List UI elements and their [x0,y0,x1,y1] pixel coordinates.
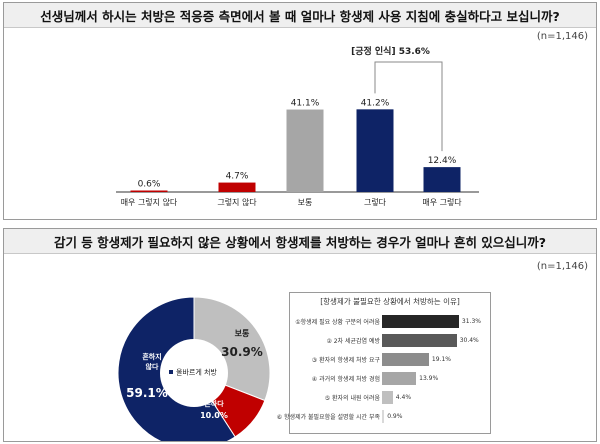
category-label-3: 보통 [298,198,313,207]
slice-name-label-3-line2: 않다 [146,362,159,371]
category-label-4: 그렇다 [364,197,387,207]
reason-row-6: ⑥ 항생제가 불필요함을 설명할 시간 부족 0.9% [277,410,490,423]
reason-row-2: ② 2차 세균감염 예방 30.4% [290,334,490,347]
survey-panel-2: 감기 등 항생제가 필요하지 않은 상황에서 항생제를 처방하는 경우가 얼마나… [3,228,597,442]
sample-size-2: (n=1,146) [536,261,588,272]
reason-bar-5 [382,391,393,404]
bar-1 [130,190,168,192]
category-label-5: 매우 그렇다 [422,197,462,207]
question-2-title: 감기 등 항생제가 필요하지 않은 상황에서 항생제를 처방하는 경우가 얼마나… [4,229,596,254]
reasons-title: [항생제가 불필요한 상황에서 처방하는 이유] [320,297,460,306]
reason-value-4: 13.9% [419,375,439,382]
reason-value-5: 4.4% [395,394,412,401]
reason-bar-6 [382,410,385,423]
reason-bar-1 [382,315,459,328]
category-label-1: 매우 그렇지 않다 [121,197,178,207]
slice-name-label-1: 보통 [235,328,250,338]
reason-value-3: 19.1% [431,356,451,363]
bar-value-label-1: 0.6% [138,180,161,190]
reason-value-1: 31.3% [461,318,481,325]
bar-3 [286,109,324,192]
positive-annotation: [긍정 인식] 53.6% [351,45,430,57]
guideline-adherence-bar-chart: 0.6% 매우 그렇지 않다 4.7% 그렇지 않다 41.1% 보통 41.2% 그렇다 12… [116,45,479,207]
bar-value-label-5: 12.4% [428,156,457,166]
reason-bar-2 [382,334,457,347]
reason-label-1: ①항생제 필요 상황 구분의 어려움 [295,319,380,326]
reason-row-5: ⑤ 환자의 내원 어려움 4.4% [290,391,490,404]
reason-bar-3 [382,353,429,366]
slice-value-label-2: 10.0% [200,411,228,420]
reason-value-6: 0.9% [387,413,403,420]
reason-label-4: ④ 과거의 항생제 처방 경험 [311,376,380,383]
reason-label-5: ⑤ 환자의 내원 어려움 [324,395,380,402]
reason-row-1: ①항생제 필요 상황 구분의 어려움 31.3% [290,315,490,328]
survey-panel-1: 선생님께서 하시는 처방은 적응증 측면에서 볼 때 얼마나 항생제 사용 지침… [3,2,597,220]
reason-row-3: ③ 환자의 항생제 처방 요구 19.1% [290,353,490,366]
slice-value-label-1: 30.9% [221,345,263,359]
bar-value-label-3: 41.1% [291,99,320,109]
positive-bracket [374,61,443,152]
reason-label-2: ② 2차 세균감염 예방 [326,338,380,345]
reason-value-2: 30.4% [459,337,479,344]
slice-value-label-3: 59.1% [126,386,168,400]
bar-2 [218,182,256,192]
donut-hole [160,339,228,407]
reason-bar-4 [382,372,417,385]
reasons-box: [항생제가 불필요한 상황에서 처방하는 이유] ①항생제 필요 상황 구분의 … [277,292,491,434]
prescription-frequency-pie-chart: 올바르게 처방 보통 30.9% 흔하다 10.0% 흔하지 않다 59.1% [117,296,271,441]
bar-5 [423,167,461,192]
bar-value-label-2: 4.7% [226,172,249,182]
category-label-2: 그렇지 않다 [217,197,257,207]
slice-name-label-2: 흔하다 [204,399,224,408]
center-label: 올바르게 처방 [176,368,217,377]
reason-row-4: ④ 과거의 항생제 처방 경험 13.9% [290,372,490,385]
bar-value-label-4: 41.2% [361,98,390,108]
slice-name-label-3: 흔하지 [142,352,161,361]
question-1-title: 선생님께서 하시는 처방은 적응증 측면에서 볼 때 얼마나 항생제 사용 지침… [4,3,596,28]
center-marker [169,370,173,374]
reason-label-3: ③ 환자의 항생제 처방 요구 [311,357,380,364]
sample-size-1: (n=1,146) [536,31,588,42]
reason-label-6: ⑥ 항생제가 불필요함을 설명할 시간 부족 [276,414,380,421]
bar-4 [356,109,394,192]
